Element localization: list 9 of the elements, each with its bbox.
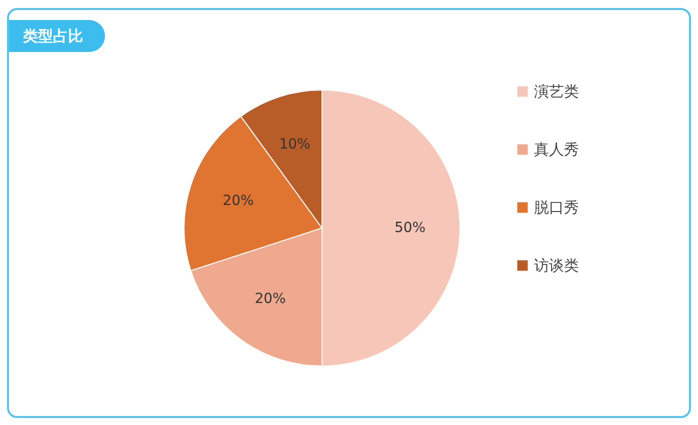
legend-label: 脱口秀	[534, 198, 579, 216]
data-label: 50%	[394, 220, 426, 236]
legend-label: 演艺类	[534, 82, 579, 100]
legend-label: 访谈类	[534, 256, 579, 274]
text: 类型占比	[9, 20, 105, 52]
data-label: 20%	[254, 291, 286, 308]
data-label: 20%	[222, 192, 254, 209]
legend-label: 真人秀	[534, 140, 579, 158]
data-label: 10%	[279, 136, 310, 152]
